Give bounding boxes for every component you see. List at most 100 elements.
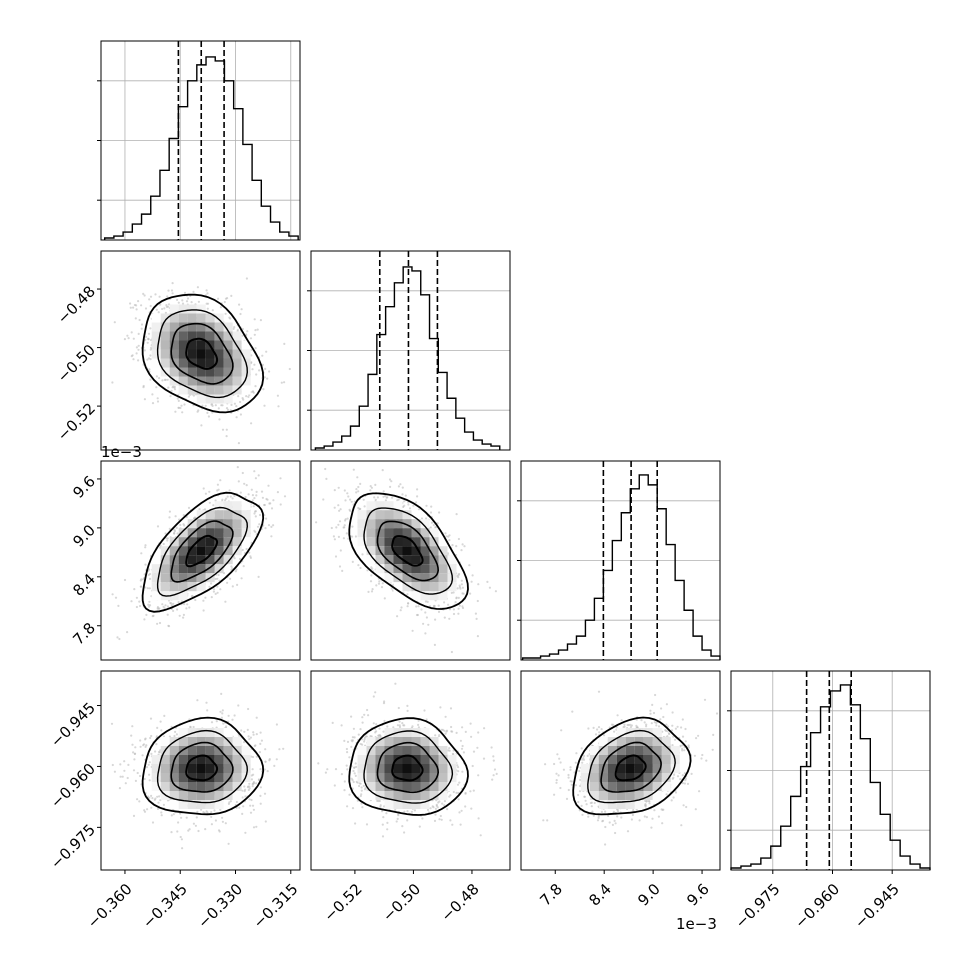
scatter-point	[333, 535, 335, 537]
scatter-point	[169, 395, 171, 397]
scatter-point	[180, 405, 182, 407]
scatter-point	[155, 386, 157, 388]
density-cell	[152, 341, 161, 350]
scatter-point	[398, 499, 400, 501]
scatter-point	[417, 605, 419, 607]
scatter-point	[425, 505, 427, 507]
scatter-point	[253, 530, 255, 532]
scatter-point	[244, 795, 246, 797]
density-cell	[421, 564, 430, 573]
scatter-point	[203, 609, 205, 611]
scatter-point	[409, 507, 411, 509]
scatter-point	[240, 413, 242, 415]
scatter-point	[458, 597, 460, 599]
scatter-point	[396, 615, 398, 617]
density-cell	[233, 377, 242, 386]
density-cell	[430, 591, 439, 600]
scatter-point	[130, 307, 132, 309]
density-cell	[215, 386, 224, 395]
scatter-point	[135, 304, 137, 306]
scatter-point	[255, 510, 257, 512]
scatter-point	[264, 527, 266, 529]
scatter-point	[340, 549, 342, 551]
scatter-point	[183, 403, 185, 405]
scatter-point	[138, 333, 140, 335]
scatter-point	[241, 335, 243, 337]
scatter-point	[424, 611, 426, 613]
density-cell	[170, 582, 179, 591]
scatter-point	[407, 503, 409, 505]
scatter-point	[425, 600, 427, 602]
scatter-point	[374, 484, 376, 486]
density-cell	[206, 555, 215, 564]
scatter-point	[254, 329, 256, 331]
scatter-point	[477, 583, 479, 585]
scatter-point	[195, 825, 197, 827]
scatter-point	[461, 605, 463, 607]
scatter-point	[157, 397, 159, 399]
scatter-point	[266, 378, 268, 380]
scatter-point	[463, 593, 465, 595]
scatter-point	[457, 576, 459, 578]
scatter-point	[357, 564, 359, 566]
scatter-point	[158, 311, 160, 313]
scatter-point	[289, 368, 291, 370]
scatter-point	[179, 615, 181, 617]
scatter-point	[156, 796, 158, 798]
scatter-point	[253, 512, 255, 514]
scatter-point	[167, 290, 169, 292]
scatter-point	[152, 615, 154, 617]
scatter-point	[448, 618, 450, 620]
scatter-point	[163, 543, 165, 545]
scatter-point	[226, 582, 228, 584]
scatter-point	[346, 492, 348, 494]
scatter-point	[163, 804, 165, 806]
density-cell	[152, 314, 161, 323]
scatter-point	[468, 564, 470, 566]
scatter-point	[218, 489, 220, 491]
scatter-point	[140, 552, 142, 554]
scatter-point	[438, 511, 440, 513]
scatter-point	[230, 496, 232, 498]
scatter-point	[373, 496, 375, 498]
scatter-point	[166, 295, 168, 297]
scatter-point	[386, 497, 388, 499]
scatter-point	[469, 593, 471, 595]
scatter-point	[355, 491, 357, 493]
scatter-point	[167, 387, 169, 389]
scatter-point	[235, 570, 237, 572]
scatter-point	[245, 395, 247, 397]
scatter-point	[246, 548, 248, 550]
scatter-point	[230, 404, 232, 406]
scatter-point	[461, 580, 463, 582]
scatter-point	[208, 586, 210, 588]
scatter-point	[217, 592, 219, 594]
scatter-point	[147, 338, 149, 340]
density-cell	[358, 510, 367, 519]
density-cell	[421, 582, 430, 591]
scatter-point	[133, 338, 135, 340]
scatter-point	[238, 304, 240, 306]
y-tick-label: 9.0	[69, 521, 99, 551]
scatter-point	[206, 289, 208, 291]
scatter-point	[420, 608, 422, 610]
density-cell	[197, 314, 206, 323]
density-cell	[224, 377, 233, 386]
scatter-point	[455, 601, 457, 603]
scatter-point	[176, 830, 178, 832]
scatter-point	[209, 502, 211, 504]
scatter-point	[261, 355, 263, 357]
scatter-point	[255, 826, 257, 828]
scatter-point	[216, 578, 218, 580]
scatter-point	[283, 381, 285, 383]
scatter-point	[140, 586, 142, 588]
scatter-point	[253, 497, 255, 499]
scatter-point	[149, 737, 151, 739]
density-cell	[412, 555, 421, 564]
density-cell	[242, 386, 251, 395]
scatter-point	[171, 814, 173, 816]
scatter-point	[266, 499, 268, 501]
scatter-point	[149, 354, 151, 356]
scatter-point	[284, 495, 286, 497]
scatter-point	[222, 723, 224, 725]
